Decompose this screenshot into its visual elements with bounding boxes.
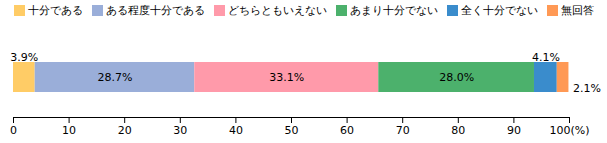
svg-text:0: 0	[10, 124, 17, 137]
svg-text:70: 70	[396, 124, 410, 137]
html-text:無回答: 無回答	[561, 3, 594, 17]
html-text:あまり十分でない: あまり十分でない	[350, 3, 438, 17]
html-text:十分である: 十分である	[28, 3, 83, 17]
svg-text:80: 80	[451, 124, 465, 137]
svg-text:3.9%: 3.9%	[10, 51, 38, 64]
svg-text:10: 10	[62, 124, 76, 137]
svg-text:30: 30	[173, 124, 187, 137]
html-text:全く十分でない: 全く十分でない	[461, 3, 538, 17]
svg-text:2.1%: 2.1%	[573, 82, 601, 95]
svg-text:4.1%: 4.1%	[532, 51, 560, 64]
svg-text:20: 20	[118, 124, 132, 137]
svg-text:28.7%: 28.7%	[97, 71, 132, 84]
svg-text:33.1%: 33.1%	[269, 71, 304, 84]
svg-text:100(%): 100(%)	[549, 124, 589, 137]
svg-text:50: 50	[285, 124, 299, 137]
svg-text:28.0%: 28.0%	[439, 71, 474, 84]
svg-text:40: 40	[229, 124, 243, 137]
html-text:ある程度十分である: ある程度十分である	[106, 3, 205, 17]
html-text:どちらともいえない: どちらともいえない	[228, 3, 327, 17]
svg-text:60: 60	[340, 124, 354, 137]
svg-text:90: 90	[507, 124, 521, 137]
